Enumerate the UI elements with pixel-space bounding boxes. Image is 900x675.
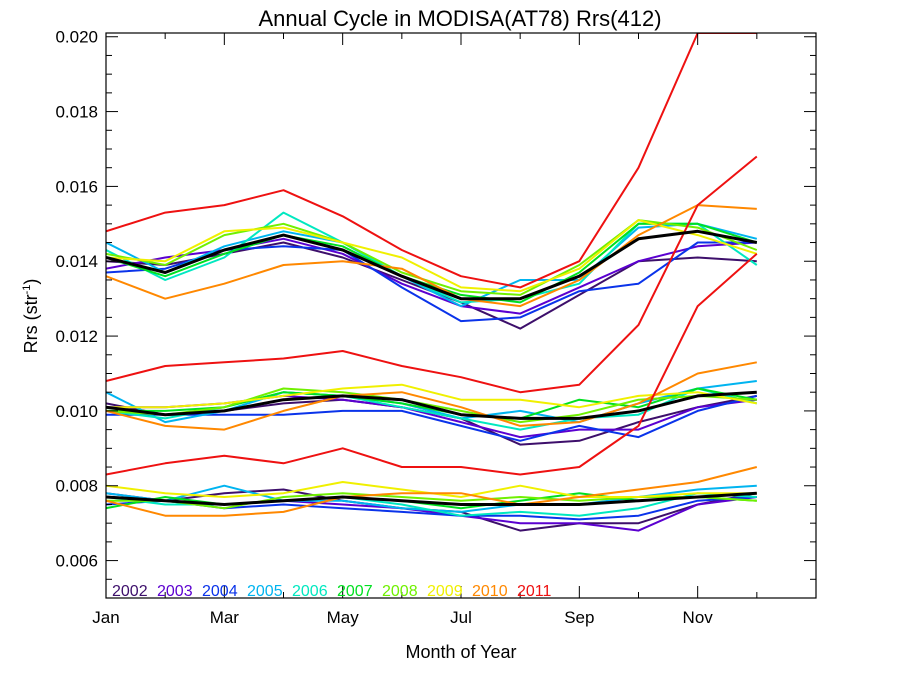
series-line-2011-mid xyxy=(106,155,758,394)
x-tick-label: Jan xyxy=(92,608,119,627)
y-axis-label-superscript: -1 xyxy=(21,285,33,295)
legend-item-2009: 2009 xyxy=(427,583,463,600)
legend-item-2008: 2008 xyxy=(382,583,418,600)
legend-item-2007: 2007 xyxy=(337,583,373,600)
series-line-2010-high xyxy=(106,204,757,308)
y-axis-label: Rrs (str-1) xyxy=(21,279,41,354)
series-line-2007-high xyxy=(106,222,758,304)
y-tick-label: 0.006 xyxy=(55,552,98,571)
x-tick-label: Nov xyxy=(683,608,714,627)
plot-frame xyxy=(105,32,817,599)
y-axis-label-main: Rrs (str xyxy=(21,294,41,353)
series-line-2009-low xyxy=(106,481,757,498)
y-tick-label: 0.010 xyxy=(55,402,98,421)
y-tick-label: 0.020 xyxy=(55,28,98,47)
series-line-2009-high xyxy=(106,219,758,293)
chart-title: Annual Cycle in MODISA(AT78) Rrs(412) xyxy=(258,6,661,31)
series-line-2011-high xyxy=(106,33,757,289)
mean-line-low xyxy=(106,491,757,506)
legend-item-2002: 2002 xyxy=(112,583,148,600)
y-tick-label: 0.014 xyxy=(55,252,98,271)
series-line-2011-low xyxy=(106,253,758,476)
series-layer xyxy=(106,33,758,532)
y-axis: 0.006 0.008 0.010 0.012 0.014 0.016 0.018 0.020 xyxy=(55,28,816,580)
legend-item-2003: 2003 xyxy=(157,583,193,600)
series-line-2008-high xyxy=(106,219,758,296)
y-tick-label: 0.018 xyxy=(55,103,98,122)
y-tick-label: 0.012 xyxy=(55,327,98,346)
legend-item-2006: 2006 xyxy=(292,583,328,600)
series-line-2003-high xyxy=(106,237,757,315)
legend: 2002 2003 2004 2005 2006 2007 2008 2009 2010 2011 xyxy=(112,583,552,600)
x-tick-label: Jul xyxy=(450,608,472,627)
x-axis: Jan Mar May Jul Sep Nov xyxy=(92,33,758,627)
series-line-2002-mid xyxy=(106,394,757,446)
x-tick-label: Sep xyxy=(564,608,594,627)
mean-line-high xyxy=(106,229,758,301)
x-axis-label: Month of Year xyxy=(405,642,516,662)
series-line-2010-mid xyxy=(106,361,757,431)
legend-item-2010: 2010 xyxy=(472,583,508,600)
legend-item-2011: 2011 xyxy=(517,583,552,600)
legend-item-2004: 2004 xyxy=(202,583,238,600)
series-line-2010-low xyxy=(106,466,758,517)
mean-line-mid xyxy=(106,390,757,420)
y-tick-label: 0.008 xyxy=(55,477,98,496)
series-line-2009-mid xyxy=(106,383,757,409)
legend-item-2005: 2005 xyxy=(247,583,283,600)
series-line-2004-mid xyxy=(106,394,758,442)
x-tick-label: Mar xyxy=(210,608,240,627)
y-tick-label: 0.016 xyxy=(55,177,98,196)
y-axis-label-close: ) xyxy=(21,279,41,285)
x-tick-label: May xyxy=(327,608,360,627)
series-line-2005-high xyxy=(106,222,758,308)
